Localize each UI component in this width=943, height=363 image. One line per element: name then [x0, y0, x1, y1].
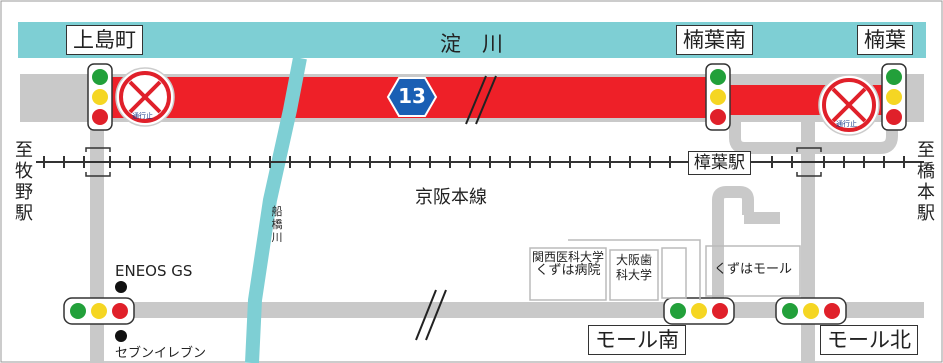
traffic-signal-mall-minami: [663, 297, 735, 325]
hospital-label-line1: 関西医科大学: [531, 250, 604, 264]
yodo-river-label: 淀 川: [440, 32, 503, 56]
traffic-signal-lower-west: [63, 297, 135, 325]
seven-eleven-label: セブンイレブン: [115, 346, 207, 361]
kamishimacho-road: [90, 120, 104, 363]
funahashi-river-label: 船橋川: [271, 205, 283, 244]
yodo-river: [18, 22, 926, 58]
level-crossings: [85, 147, 822, 177]
building-outlines: [529, 239, 801, 301]
kuzuha-mall-label: くずはモール: [713, 262, 792, 277]
no-entry-sign-east-text: 通行止: [836, 120, 857, 128]
route-number: 13: [398, 84, 426, 108]
funahashi-river: [245, 56, 307, 363]
no-entry-sign-west: [115, 67, 175, 127]
direction-west-label: 至牧野駅: [15, 140, 33, 224]
direction-east-label: 至橋本駅: [917, 140, 935, 224]
station-access-road-end: [744, 212, 780, 224]
intersection-kamishimacho: 上島町: [66, 25, 143, 55]
intersection-mall-minami: モール南: [588, 325, 686, 355]
dental-university-label: 大阪歯科大学: [616, 253, 653, 282]
intersection-mall-kita: モール北: [820, 325, 918, 355]
station-access-road: [712, 186, 754, 300]
route-13-badge: [386, 77, 438, 117]
gas-station-label: ENEOS GS: [115, 262, 193, 280]
road-break-marks: [415, 75, 497, 341]
keihan-line-label: 京阪本線: [415, 187, 487, 208]
kusunoha-road: [801, 120, 815, 363]
kuzuha-station-label: 樟葉駅: [688, 151, 751, 175]
traffic-signal-kusunoha-minami: [705, 63, 731, 131]
traffic-signal-mall-kita: [775, 297, 847, 325]
hospital-label-line2: くずは病院: [535, 263, 601, 278]
railway-ties: [43, 156, 905, 168]
no-entry-sign-west-text: 通行止: [132, 112, 153, 120]
traffic-signal-kusunoha: [881, 63, 907, 131]
intersection-kusunoha: 楠葉: [857, 25, 913, 55]
no-entry-sign-east: [818, 74, 880, 136]
traffic-signal-kamishimacho: [87, 63, 113, 131]
gas-station-marker: [115, 281, 127, 293]
intersection-kusunoha-minami: 楠葉南: [676, 25, 753, 55]
seven-eleven-marker: [115, 330, 127, 342]
